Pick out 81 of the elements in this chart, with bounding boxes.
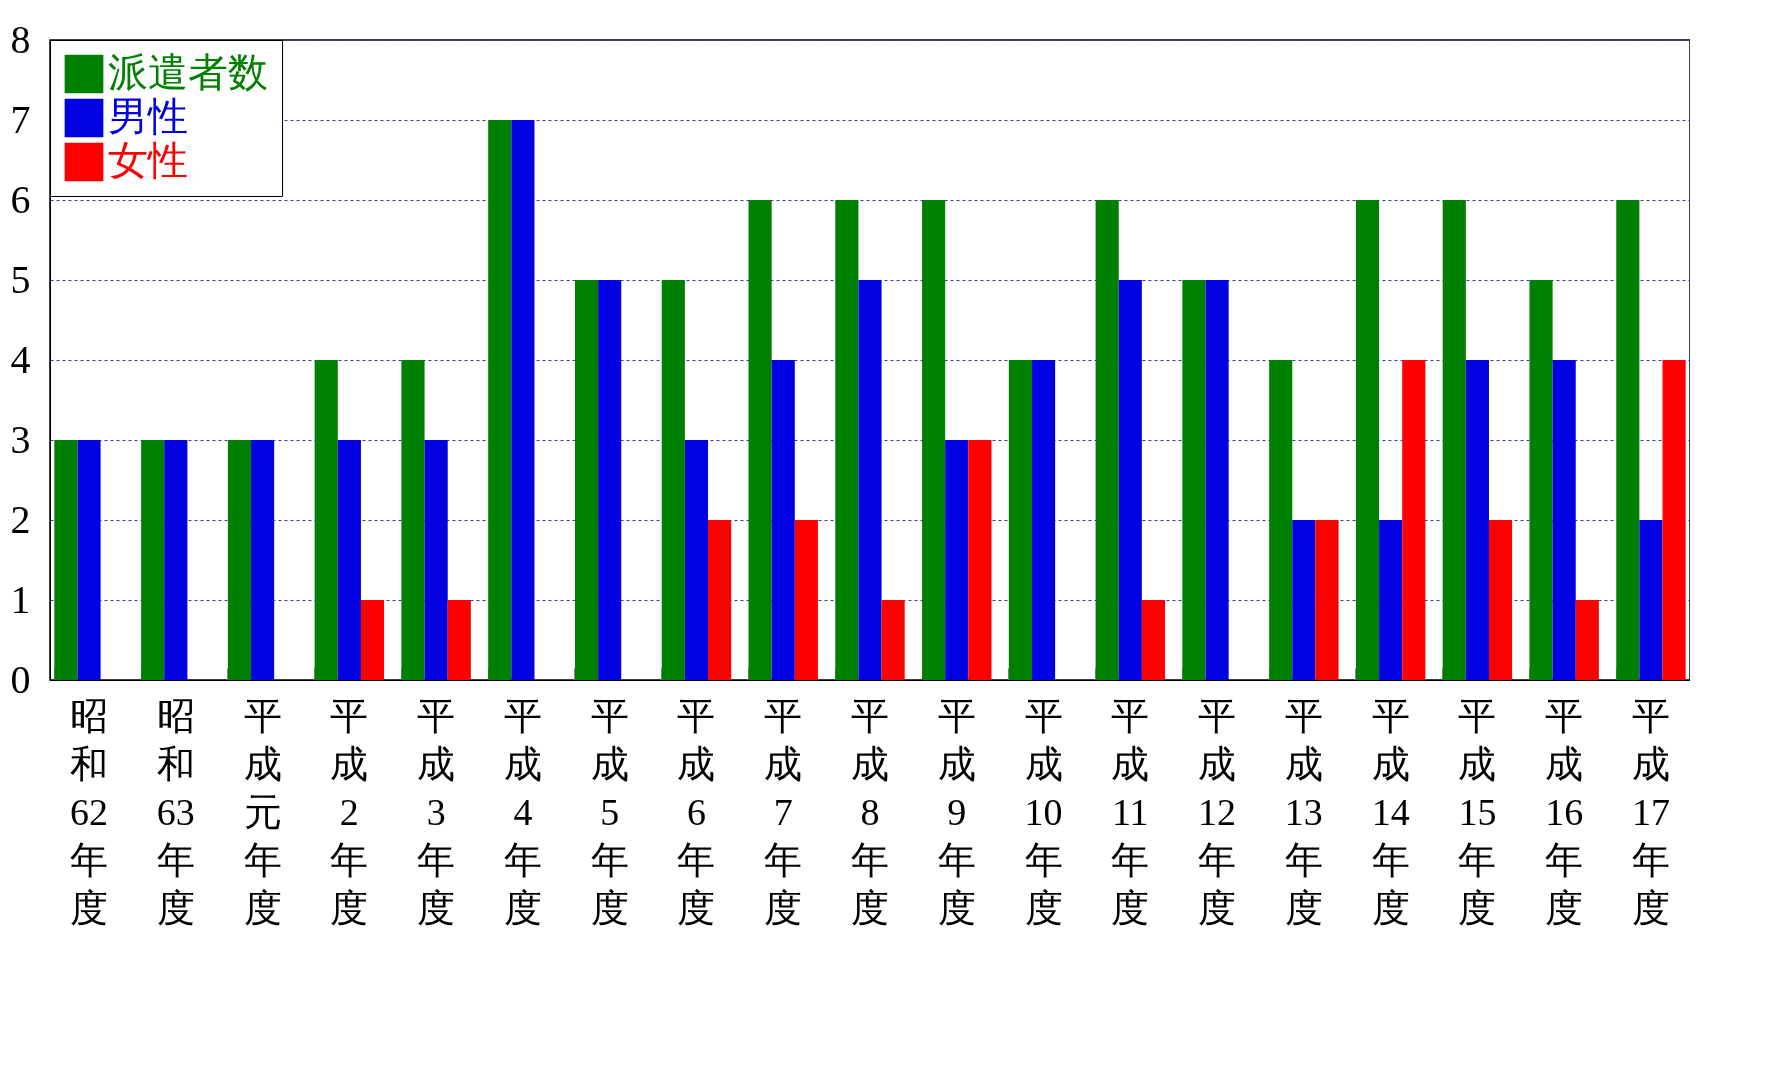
- bar: [488, 120, 512, 680]
- bar: [1031, 360, 1056, 680]
- y-tick-label: 0: [10, 656, 31, 702]
- bar: [684, 440, 709, 680]
- x-tick-label: 昭和63年度: [156, 694, 195, 929]
- bar: [54, 440, 78, 680]
- x-tick-label: 平成8年度: [851, 694, 889, 929]
- bar: [1442, 200, 1466, 680]
- bar: [1662, 360, 1686, 680]
- bar: [227, 440, 252, 680]
- bar: [1402, 360, 1426, 680]
- bar: [1552, 360, 1576, 680]
- x-tick-label: 平成12年度: [1198, 694, 1237, 929]
- bar: [922, 200, 946, 680]
- bar: [337, 440, 361, 680]
- bar: [1465, 360, 1489, 680]
- x-tick-label: 平成13年度: [1284, 694, 1323, 929]
- x-tick-label: 平成元年度: [243, 694, 282, 929]
- bar: [661, 280, 685, 680]
- bar: [858, 280, 882, 680]
- legend-label: 男性: [108, 94, 188, 139]
- x-tick-label: 平成15年度: [1458, 694, 1497, 929]
- y-tick-label: 7: [10, 96, 31, 142]
- bar: [748, 200, 772, 680]
- bar: [598, 280, 622, 680]
- x-tick-label: 平成3年度: [417, 694, 456, 929]
- bar: [424, 440, 448, 680]
- bar: [314, 360, 338, 680]
- bar: [447, 600, 471, 680]
- x-tick-label: 昭和62年度: [70, 694, 109, 929]
- bar: [511, 120, 535, 680]
- x-tick-label: 平成7年度: [764, 694, 803, 929]
- y-tick-label: 3: [10, 416, 31, 462]
- y-tick-label: 6: [10, 176, 31, 222]
- x-tick-label: 平成14年度: [1371, 694, 1410, 929]
- y-tick-label: 2: [10, 496, 31, 542]
- bar: [1616, 200, 1640, 680]
- bar: [1575, 600, 1599, 680]
- bar: [1008, 360, 1032, 680]
- y-tick-label: 5: [10, 256, 31, 302]
- x-tick-label: 平成6年度: [677, 694, 716, 929]
- bar: [945, 440, 969, 680]
- x-tick-label: 平成11年度: [1111, 694, 1150, 929]
- bar: [1488, 520, 1513, 680]
- bar: [1095, 200, 1119, 680]
- y-tick-label: 1: [10, 576, 31, 622]
- bar: [1315, 520, 1339, 680]
- bar: [1205, 280, 1229, 680]
- bar: [1269, 360, 1293, 680]
- bar: [141, 440, 165, 680]
- x-tick-label: 平成16年度: [1545, 694, 1584, 929]
- bar: [771, 360, 795, 680]
- x-tick-label: 平成5年度: [590, 694, 629, 929]
- bar: [1118, 280, 1142, 680]
- bar: [968, 440, 992, 680]
- bar: [401, 360, 425, 680]
- legend-label: 派遣者数: [108, 50, 268, 95]
- bar: [164, 440, 188, 680]
- bar: [1529, 280, 1553, 680]
- x-tick-label: 平成4年度: [503, 694, 542, 929]
- bar: [251, 440, 275, 680]
- bar: [794, 520, 818, 680]
- bar: [1182, 280, 1206, 680]
- bar: [1141, 600, 1166, 680]
- bar: [77, 440, 101, 680]
- x-tick-label: 平成10年度: [1024, 694, 1063, 929]
- x-tick-label: 平成17年度: [1631, 694, 1670, 929]
- bar: [708, 520, 732, 680]
- bar: [574, 280, 599, 680]
- x-tick-label: 平成2年度: [330, 694, 369, 929]
- bar: [881, 600, 905, 680]
- x-tick-label: 平成9年度: [937, 694, 976, 929]
- y-tick-label: 8: [10, 16, 31, 62]
- bar: [835, 200, 859, 680]
- bar: [1379, 520, 1403, 680]
- bar: [1292, 520, 1316, 680]
- bar: [1355, 200, 1380, 680]
- legend-label: 女性: [108, 138, 188, 183]
- bar: [1639, 520, 1663, 680]
- bar: [360, 600, 385, 680]
- y-tick-label: 4: [10, 336, 31, 382]
